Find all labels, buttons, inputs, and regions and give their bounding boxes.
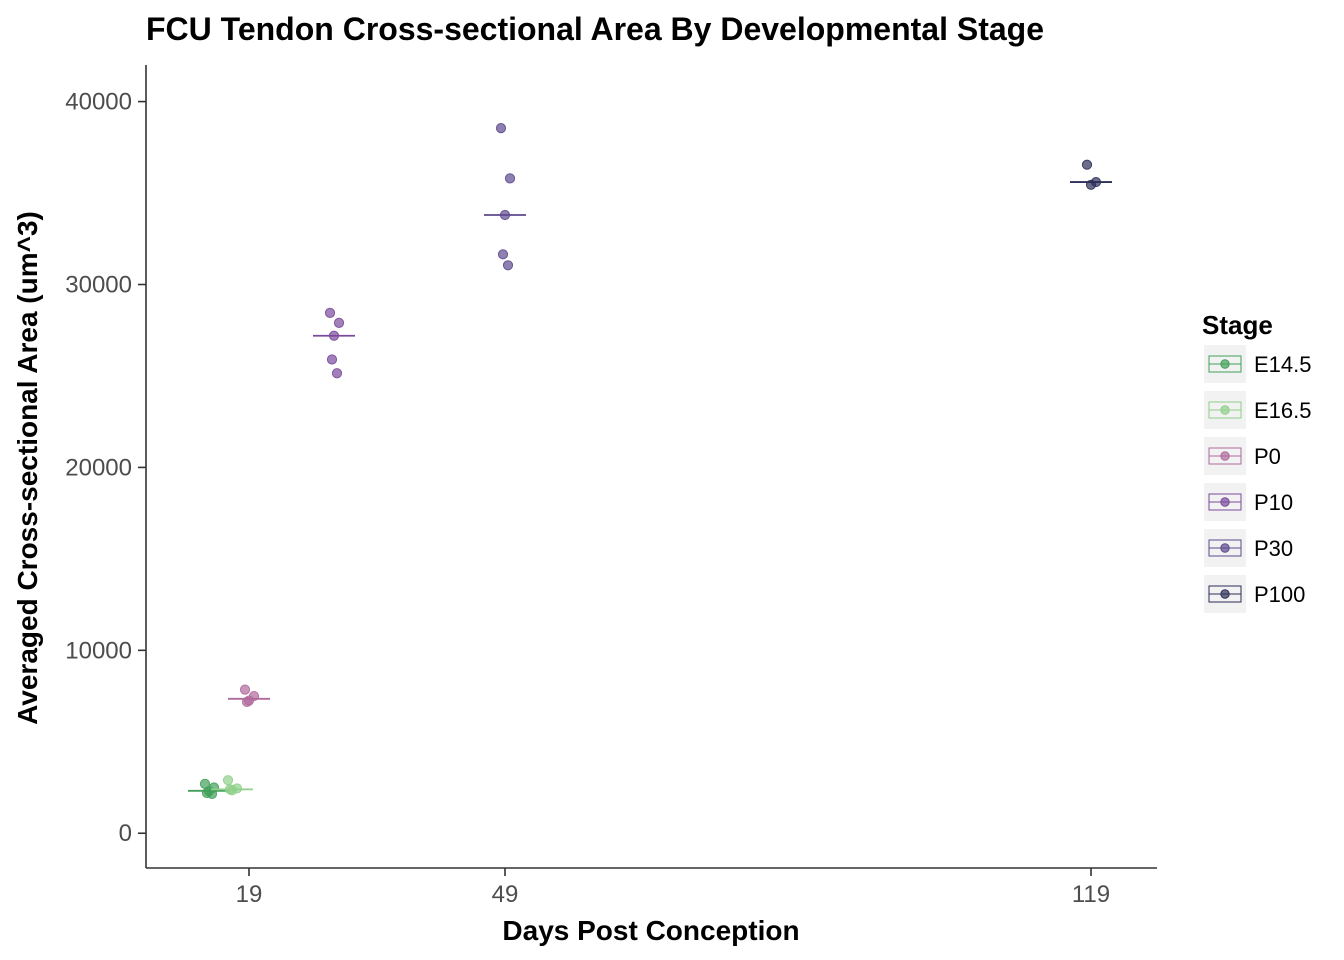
legend-label: P10 xyxy=(1254,490,1293,515)
legend-label: E16.5 xyxy=(1254,398,1312,423)
legend-label: P0 xyxy=(1254,444,1281,469)
y-tick-label: 20000 xyxy=(65,454,132,481)
x-axis-ticks: 19 49 119 xyxy=(236,868,1110,908)
data-point xyxy=(331,368,343,379)
legend: Stage E14.5 E16.5 P0 P10 P30 P100 xyxy=(1202,310,1312,613)
legend-label: E14.5 xyxy=(1254,352,1312,377)
legend-key-point xyxy=(1220,359,1230,369)
legend-item: P10 xyxy=(1204,483,1293,521)
y-tick-label: 40000 xyxy=(65,89,132,116)
legend-label: P100 xyxy=(1254,582,1305,607)
legend-item: P0 xyxy=(1204,437,1281,475)
data-point xyxy=(1085,179,1097,190)
series-P0 xyxy=(228,684,270,708)
series-P10 xyxy=(313,307,355,379)
legend-item: E14.5 xyxy=(1204,345,1312,383)
legend-title: Stage xyxy=(1202,310,1273,340)
legend-item: P100 xyxy=(1204,575,1305,613)
series-P30 xyxy=(484,123,526,271)
x-tick-label: 19 xyxy=(236,881,263,908)
data-point xyxy=(224,784,236,795)
data-point xyxy=(499,209,511,221)
data-point xyxy=(1081,159,1093,170)
data-point xyxy=(504,173,516,184)
chart-title: FCU Tendon Cross-sectional Area By Devel… xyxy=(146,11,1044,47)
y-tick-label: 30000 xyxy=(65,271,132,298)
y-tick-label: 10000 xyxy=(65,637,132,664)
y-axis-ticks: 0 10000 20000 30000 40000 xyxy=(65,89,146,847)
x-tick-label: 119 xyxy=(1072,881,1110,908)
data-point xyxy=(497,249,509,260)
y-tick-label: 0 xyxy=(119,820,132,847)
data-point xyxy=(333,317,345,329)
legend-key-point xyxy=(1220,497,1230,507)
legend-key-point xyxy=(1220,451,1230,461)
data-point xyxy=(239,684,251,695)
data-point xyxy=(326,354,338,365)
legend-key-point xyxy=(1220,589,1230,599)
data-point xyxy=(328,330,340,341)
x-tick-label: 49 xyxy=(492,881,519,908)
data-point xyxy=(495,123,507,134)
legend-label: P30 xyxy=(1254,536,1293,561)
legend-key-point xyxy=(1220,543,1230,553)
data-point xyxy=(222,775,234,786)
series-E14.5 xyxy=(188,778,230,800)
legend-item: E16.5 xyxy=(1204,391,1312,429)
data-point xyxy=(502,260,514,271)
series-E16.5 xyxy=(211,775,253,796)
data-marks xyxy=(188,123,1112,800)
data-point xyxy=(206,788,218,800)
legend-item: P30 xyxy=(1204,529,1293,567)
series-P100 xyxy=(1070,159,1112,190)
data-point xyxy=(324,307,336,318)
data-point xyxy=(241,696,253,708)
y-axis-title: Averaged Cross-sectional Area (um^3) xyxy=(12,211,43,725)
x-axis-title: Days Post Conception xyxy=(502,915,799,946)
legend-key-point xyxy=(1220,405,1230,415)
